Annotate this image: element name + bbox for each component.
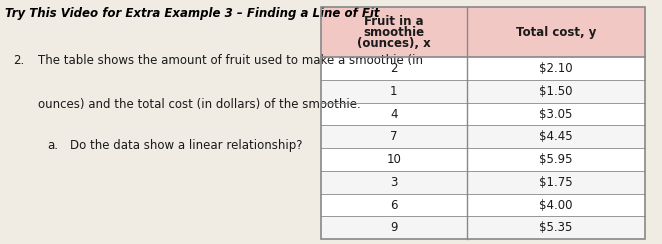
Text: 6: 6 xyxy=(390,199,398,212)
Text: 2.: 2. xyxy=(13,54,24,67)
Text: Do the data show a linear relationship?: Do the data show a linear relationship? xyxy=(70,139,302,152)
Text: smoothie: smoothie xyxy=(363,26,424,39)
Text: Total cost, y: Total cost, y xyxy=(516,26,596,39)
Text: $4.45: $4.45 xyxy=(540,130,573,143)
Text: $5.95: $5.95 xyxy=(540,153,573,166)
Text: $1.75: $1.75 xyxy=(540,176,573,189)
Text: 7: 7 xyxy=(390,130,398,143)
Text: $1.50: $1.50 xyxy=(540,85,573,98)
Text: (ounces), x: (ounces), x xyxy=(357,37,431,50)
Text: 3: 3 xyxy=(390,176,398,189)
Text: 9: 9 xyxy=(390,221,398,234)
Text: $4.00: $4.00 xyxy=(540,199,573,212)
Text: 1: 1 xyxy=(390,85,398,98)
Text: 10: 10 xyxy=(387,153,401,166)
Text: $5.35: $5.35 xyxy=(540,221,573,234)
Text: $3.05: $3.05 xyxy=(540,108,573,121)
Text: The table shows the amount of fruit used to make a smoothie (in: The table shows the amount of fruit used… xyxy=(38,54,424,67)
Text: $2.10: $2.10 xyxy=(540,62,573,75)
Text: a.: a. xyxy=(48,139,59,152)
Text: Try This Video for Extra Example 3 – Finding a Line of Fit: Try This Video for Extra Example 3 – Fin… xyxy=(5,7,380,20)
Text: ounces) and the total cost (in dollars) of the smoothie.: ounces) and the total cost (in dollars) … xyxy=(38,98,361,111)
Text: 2: 2 xyxy=(390,62,398,75)
Text: 4: 4 xyxy=(390,108,398,121)
Text: Fruit in a: Fruit in a xyxy=(364,15,424,28)
